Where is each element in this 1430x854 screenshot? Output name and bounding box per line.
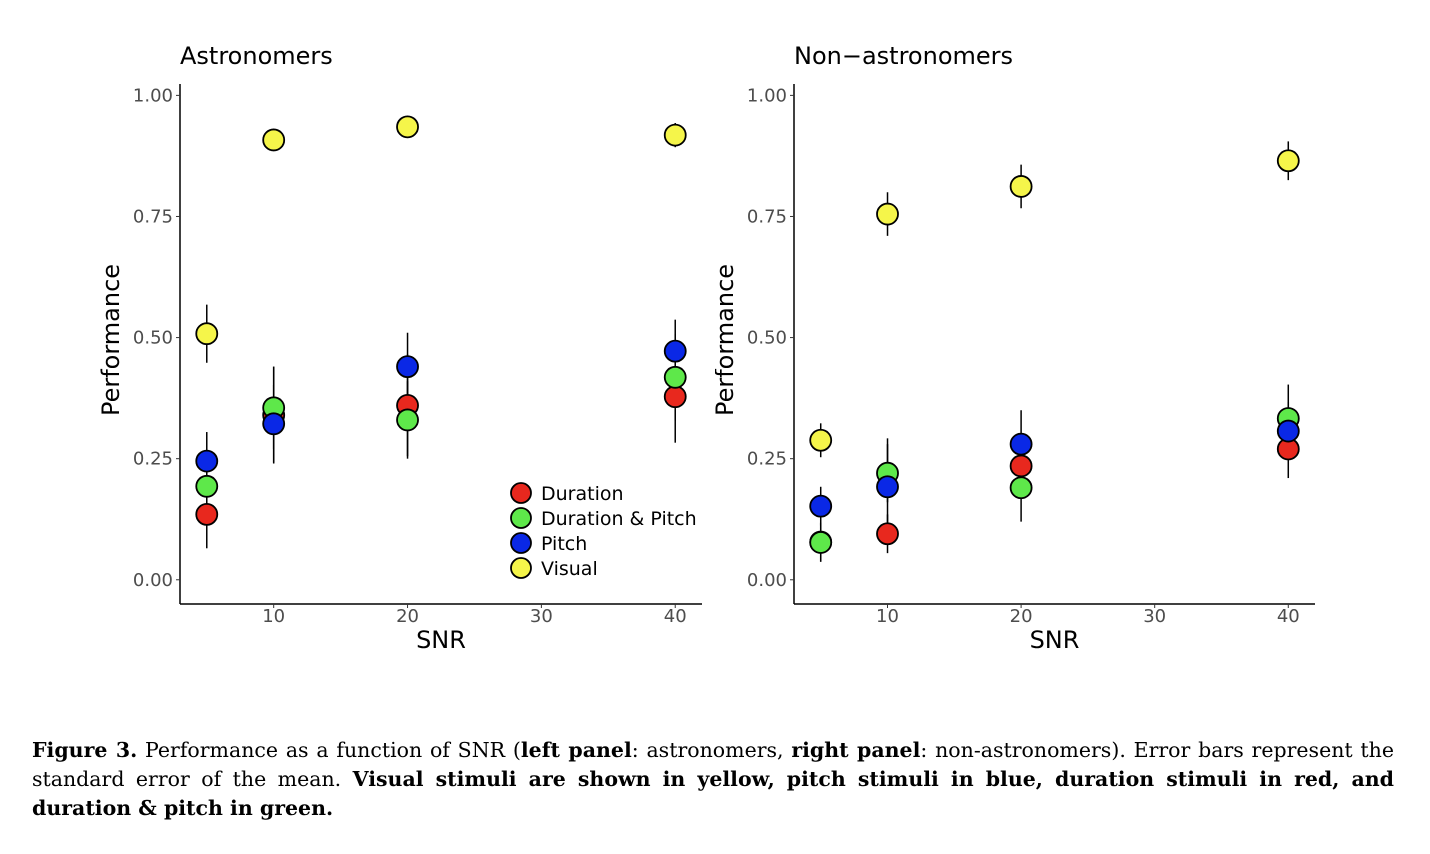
point-visual — [1009, 175, 1033, 198]
y-tick-label: 0.50 — [747, 328, 787, 349]
chart-title: Astronomers — [180, 42, 333, 70]
y-tick-label: 0.25 — [133, 449, 173, 470]
x-tick-label: 30 — [530, 606, 553, 627]
caption-bold-3: Visual stimuli are shown in yellow, pitc… — [32, 767, 1394, 820]
legend-label: Visual — [541, 558, 598, 580]
point-visual — [262, 128, 286, 152]
y-tick-label: 1.00 — [133, 85, 173, 106]
point-visual — [876, 202, 899, 226]
point-pitch — [262, 412, 286, 436]
point-duration-pitch — [195, 474, 219, 498]
y-tick-label: 0.25 — [747, 449, 787, 470]
point-pitch — [1009, 432, 1033, 456]
point-duration — [663, 385, 687, 409]
legend-swatch-duration-pitch — [510, 507, 532, 529]
point-pitch — [663, 339, 687, 363]
x-tick-label: 10 — [262, 606, 285, 627]
point-duration-pitch — [809, 531, 833, 554]
x-tick-label: 30 — [1143, 606, 1166, 627]
legend: Duration Duration & Pitch Pitch Visual — [510, 482, 697, 580]
x-tick-label: 40 — [664, 606, 687, 627]
x-tick-label: 40 — [1277, 606, 1300, 627]
legend-label: Duration — [541, 483, 624, 505]
caption-bold-2: right panel — [791, 738, 921, 762]
point-pitch — [195, 449, 219, 473]
point-duration — [1009, 454, 1033, 478]
y-tick-label: 0.00 — [747, 570, 787, 591]
point-visual — [663, 123, 687, 147]
point-duration-pitch — [396, 408, 419, 432]
legend-label: Pitch — [541, 533, 587, 555]
chart-title: Non−astronomers — [794, 42, 1013, 70]
x-tick-label: 20 — [1010, 606, 1033, 627]
x-tick-label: 10 — [876, 606, 899, 627]
figure-caption: Figure 3. Performance as a function of S… — [32, 736, 1394, 823]
point-duration — [195, 502, 219, 526]
point-duration-pitch — [1009, 476, 1033, 500]
y-axis-title: Performance — [97, 264, 125, 416]
legend-swatch-visual — [510, 557, 532, 579]
x-axis-title: SNR — [416, 626, 466, 654]
x-axis-title: SNR — [1030, 626, 1080, 654]
y-tick-label: 0.00 — [133, 570, 173, 591]
caption-bold-1: left panel — [520, 738, 632, 762]
y-tick-label: 0.75 — [133, 206, 173, 227]
point-visual — [195, 322, 219, 346]
x-tick-label: 20 — [396, 606, 419, 627]
point-pitch — [1276, 419, 1300, 443]
y-tick-label: 0.75 — [747, 206, 787, 227]
y-tick-label: 0.50 — [133, 328, 173, 349]
caption-text-2: : astronomers, — [631, 738, 792, 762]
point-pitch — [809, 494, 833, 518]
data-layer — [195, 115, 687, 549]
point-duration-pitch — [663, 365, 687, 389]
point-pitch — [876, 475, 899, 499]
point-visual — [1276, 149, 1300, 173]
legend-label: Duration & Pitch — [541, 508, 697, 530]
data-layer — [809, 141, 1300, 562]
y-axis-title: Performance — [715, 264, 739, 416]
chart-panel-1: Astronomers 0.00 0.25 0.50 0.75 1.00 10 20 30 40 S… — [97, 42, 702, 654]
figure: Astronomers 0.00 0.25 0.50 0.75 1.00 10 20 30 40 S… — [97, 42, 1315, 654]
caption-label: Figure 3. — [32, 738, 138, 762]
legend-swatch-duration — [510, 482, 532, 504]
point-visual — [809, 428, 833, 452]
chart-panel-2: Non−astronomers 0.00 0.25 0.50 0.75 1.00 10 20 3… — [715, 42, 1315, 654]
y-tick-label: 1.00 — [747, 85, 787, 106]
point-duration — [876, 522, 899, 546]
point-visual — [396, 115, 419, 139]
caption-text-3: : non-astronomers). Error bars represent… — [32, 738, 1394, 791]
point-pitch — [396, 355, 419, 379]
caption-text-1: Performance as a function of SNR ( — [137, 738, 521, 762]
legend-swatch-pitch — [510, 532, 532, 554]
